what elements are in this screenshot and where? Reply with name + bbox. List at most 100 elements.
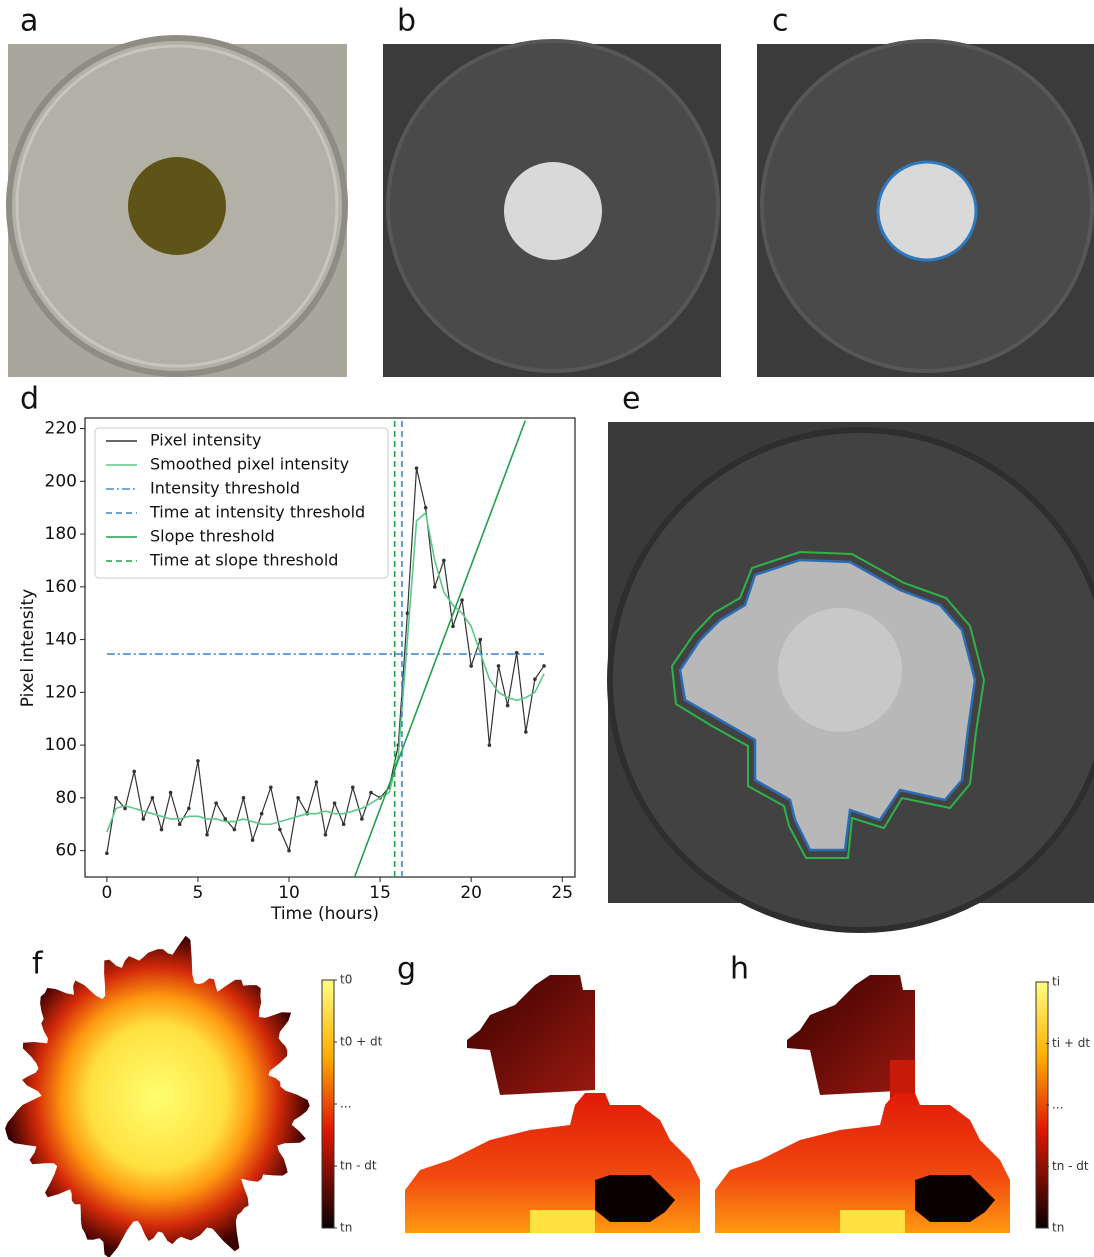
blob (5, 935, 310, 1257)
point (414, 466, 419, 470)
colorbar-label: ti + dt (1052, 1036, 1090, 1050)
point (196, 759, 200, 763)
y-tick-label: 200 (45, 471, 77, 491)
y-tick-label: 120 (45, 682, 77, 702)
panel-label: d (20, 382, 39, 417)
point (241, 796, 246, 800)
image-f (5, 935, 310, 1257)
point (487, 743, 492, 747)
x-tick-label: 15 (369, 883, 391, 903)
point (332, 801, 337, 805)
panel-label: c (772, 4, 789, 39)
x-axis-label: Time (hours) (270, 904, 379, 924)
x-tick-label: 20 (460, 883, 482, 903)
image-e (607, 422, 1094, 933)
y-axis-label: Pixel intensity (18, 589, 38, 707)
colorbar-label: ... (1052, 1098, 1063, 1112)
colorbar-h-labels: ti ti + dt... tn - dt tn (1046, 975, 1090, 1235)
panel-label: b (397, 4, 416, 39)
colorbar-label: ti (1052, 975, 1060, 989)
point (524, 730, 528, 734)
point (150, 796, 155, 800)
point (132, 769, 136, 774)
point (496, 664, 501, 668)
x-tick-label: 5 (193, 883, 204, 903)
point (123, 806, 127, 811)
colorbar-f-labels: t0 t0 + dt... tn - dt tn (334, 973, 383, 1235)
point (159, 827, 164, 832)
point (268, 785, 273, 790)
point (105, 851, 109, 856)
image-a (6, 35, 348, 377)
point (423, 505, 428, 510)
point (341, 822, 346, 827)
colorbar-label: tn - dt (340, 1159, 377, 1173)
point (323, 832, 328, 837)
panel-label: e (622, 382, 640, 417)
x-tick-label: 25 (551, 883, 573, 903)
y-tick-label: 220 (45, 419, 77, 439)
plot-frame (84, 417, 576, 878)
point (514, 650, 519, 655)
point (314, 780, 319, 784)
point (141, 817, 146, 821)
image-g (405, 975, 700, 1233)
y-tick-label: 160 (45, 577, 77, 597)
colorbar-label: tn (340, 1221, 352, 1235)
colorbar-label: t0 + dt (340, 1035, 383, 1049)
y-tick-label: 180 (45, 524, 77, 544)
y-tick-label: 80 (55, 788, 77, 808)
legend-box (94, 427, 389, 579)
image-c (757, 39, 1094, 377)
panel-label: g (397, 952, 416, 987)
panel-label: a (20, 4, 38, 39)
legend-label: Time at slope threshold (149, 551, 338, 570)
image-b (383, 39, 721, 377)
y-tick-label: 100 (45, 735, 77, 755)
colorbar-label: ... (340, 1097, 351, 1111)
legend-label: Intensity threshold (150, 479, 300, 498)
point (478, 637, 483, 642)
point (259, 811, 264, 816)
plot-area (105, 418, 546, 877)
point (442, 558, 446, 563)
point (460, 598, 464, 602)
point (432, 585, 437, 589)
y-tick-label: 140 (45, 630, 77, 650)
colorbar-label: tn - dt (1052, 1159, 1089, 1173)
panel-label: f (32, 947, 44, 982)
point (350, 785, 355, 790)
series-line (106, 511, 545, 833)
series-line (353, 420, 527, 877)
colorbar-label: t0 (340, 973, 352, 987)
point (168, 790, 173, 795)
point (533, 677, 537, 681)
image-h (715, 975, 1010, 1233)
point (278, 827, 282, 832)
legend-label: Time at intensity threshold (149, 503, 365, 522)
point (542, 664, 546, 668)
point (296, 796, 300, 800)
point (287, 848, 291, 853)
point (232, 827, 237, 832)
x-tick-label: 0 (101, 883, 112, 903)
chart-d: 0 5 10 15 20 25 60 80 100 120 140 160 180 200 220 Pixe… (18, 417, 576, 924)
point (177, 822, 182, 827)
point (223, 817, 228, 821)
point (250, 838, 255, 842)
point (505, 703, 510, 708)
point (205, 832, 209, 837)
point (114, 796, 118, 800)
point (214, 801, 218, 805)
point (451, 624, 455, 629)
legend: Pixel intensity Smoothed pixel intensity I… (94, 427, 389, 579)
point (360, 817, 364, 821)
point (469, 664, 473, 668)
point (187, 806, 191, 811)
axes: 0 5 10 15 20 25 60 80 100 120 140 160 180 200 220 (45, 419, 574, 903)
y-tick-label: 60 (55, 841, 77, 861)
panel-label: h (730, 952, 749, 987)
legend-label: Pixel intensity (150, 431, 261, 450)
point (369, 790, 373, 795)
